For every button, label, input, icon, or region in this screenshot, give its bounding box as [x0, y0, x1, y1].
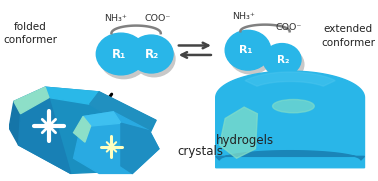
- Ellipse shape: [273, 100, 314, 113]
- Ellipse shape: [266, 48, 304, 81]
- Polygon shape: [121, 123, 159, 173]
- Text: R₂: R₂: [277, 55, 289, 65]
- Ellipse shape: [100, 39, 147, 79]
- Ellipse shape: [96, 33, 146, 75]
- Text: COO⁻: COO⁻: [276, 23, 302, 32]
- Polygon shape: [19, 98, 71, 173]
- Ellipse shape: [229, 36, 273, 74]
- Text: hydrogels: hydrogels: [216, 134, 274, 147]
- Polygon shape: [245, 72, 335, 86]
- Polygon shape: [9, 101, 20, 145]
- Polygon shape: [83, 112, 121, 126]
- Polygon shape: [45, 87, 99, 104]
- Polygon shape: [220, 107, 257, 158]
- Polygon shape: [90, 92, 156, 137]
- Polygon shape: [74, 117, 91, 142]
- Polygon shape: [74, 112, 159, 173]
- Ellipse shape: [130, 35, 173, 73]
- Text: R₂: R₂: [145, 48, 160, 60]
- Text: folded
conformer: folded conformer: [3, 22, 57, 45]
- Text: COO⁻: COO⁻: [145, 14, 171, 22]
- Polygon shape: [216, 71, 364, 168]
- Text: extended
conformer: extended conformer: [321, 24, 375, 48]
- Ellipse shape: [263, 44, 301, 76]
- Ellipse shape: [225, 30, 271, 70]
- Text: R₁: R₁: [112, 48, 126, 60]
- Text: R₁: R₁: [239, 45, 253, 55]
- Polygon shape: [14, 87, 156, 173]
- Polygon shape: [14, 87, 49, 114]
- Ellipse shape: [133, 41, 175, 77]
- Text: NH₃⁺: NH₃⁺: [232, 12, 255, 21]
- Text: crystals: crystals: [178, 145, 224, 158]
- Text: NH₃⁺: NH₃⁺: [104, 14, 127, 22]
- Polygon shape: [216, 151, 364, 160]
